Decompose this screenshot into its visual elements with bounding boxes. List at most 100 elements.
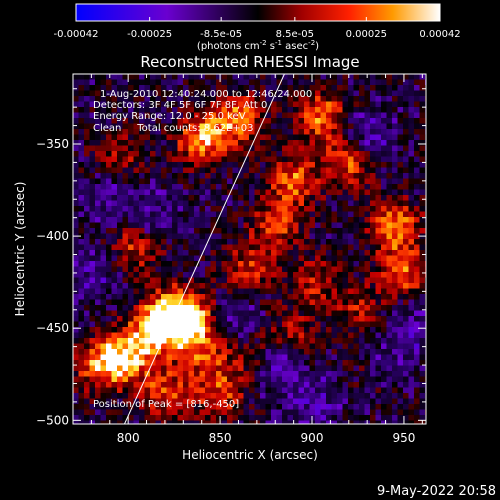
heatmap-cell — [282, 79, 289, 86]
heatmap-cell — [221, 244, 228, 251]
heatmap-cell — [183, 85, 190, 92]
heatmap-cell — [117, 239, 124, 246]
heatmap-cell — [271, 404, 278, 411]
heatmap-cell — [320, 134, 327, 141]
heatmap-cell — [276, 211, 283, 218]
heatmap-cell — [221, 332, 228, 339]
heatmap-cell — [106, 96, 113, 103]
heatmap-cell — [133, 398, 140, 405]
heatmap-cell — [348, 211, 355, 218]
heatmap-cell — [260, 90, 267, 97]
heatmap-cell — [381, 184, 388, 191]
heatmap-cell — [249, 250, 256, 257]
heatmap-cell — [161, 393, 168, 400]
heatmap-cell — [414, 200, 421, 207]
heatmap-cell — [348, 332, 355, 339]
heatmap-cell — [210, 310, 217, 317]
heatmap-cell — [276, 371, 283, 378]
heatmap-cell — [392, 382, 399, 389]
heatmap-cell — [337, 233, 344, 240]
heatmap-cell — [243, 85, 250, 92]
heatmap-cell — [73, 420, 80, 424]
heatmap-cell — [353, 393, 360, 400]
heatmap-cell — [276, 266, 283, 273]
heatmap-cell — [150, 294, 157, 301]
heatmap-cell — [331, 409, 338, 416]
heatmap-cell — [287, 283, 294, 290]
heatmap-cell — [183, 332, 190, 339]
heatmap-cell — [293, 90, 300, 97]
heatmap-cell — [381, 409, 388, 416]
heatmap-cell — [227, 85, 234, 92]
heatmap-cell — [403, 96, 410, 103]
heatmap-cell — [293, 195, 300, 202]
heatmap-cell — [249, 277, 256, 284]
heatmap-cell — [381, 112, 388, 119]
heatmap-cell — [249, 398, 256, 405]
heatmap-cell — [348, 217, 355, 224]
heatmap-cell — [337, 393, 344, 400]
heatmap-cell — [227, 261, 234, 268]
heatmap-cell — [117, 123, 124, 130]
heatmap-cell — [205, 327, 212, 334]
heatmap-cell — [238, 365, 245, 372]
heatmap-cell — [117, 79, 124, 86]
heatmap-cell — [309, 140, 316, 147]
heatmap-cell — [205, 310, 212, 317]
heatmap-cell — [84, 299, 91, 306]
heatmap-cell — [419, 211, 426, 218]
heatmap-cell — [276, 321, 283, 328]
heatmap-cell — [166, 387, 173, 394]
y-tick-label: −450 — [36, 321, 69, 335]
heatmap-cell — [408, 90, 415, 97]
heatmap-cell — [381, 173, 388, 180]
heatmap-cell — [403, 123, 410, 130]
heatmap-cell — [414, 107, 421, 114]
heatmap-cell — [359, 96, 366, 103]
heatmap-cell — [194, 343, 201, 350]
heatmap-cell — [144, 288, 151, 295]
heatmap-cell — [364, 239, 371, 246]
heatmap-cell — [221, 178, 228, 185]
heatmap-cell — [155, 112, 162, 119]
heatmap-cell — [243, 299, 250, 306]
heatmap-cell — [392, 288, 399, 295]
heatmap-cell — [188, 189, 195, 196]
heatmap-cell — [265, 244, 272, 251]
heatmap-cell — [111, 90, 118, 97]
colorbar-units: (photons cm-2 s-1 asec-2) — [197, 39, 319, 52]
heatmap-cell — [249, 382, 256, 389]
heatmap-cell — [205, 101, 212, 108]
heatmap-cell — [386, 123, 393, 130]
heatmap-cell — [309, 244, 316, 251]
heatmap-cell — [243, 79, 250, 86]
heatmap-cell — [419, 409, 426, 416]
heatmap-cell — [271, 112, 278, 119]
heatmap-cell — [183, 134, 190, 141]
heatmap-cell — [73, 167, 80, 174]
heatmap-cell — [188, 74, 195, 81]
heatmap-cell — [320, 217, 327, 224]
heatmap-cell — [282, 123, 289, 130]
heatmap-cell — [122, 96, 129, 103]
heatmap-cell — [139, 299, 146, 306]
heatmap-cell — [408, 101, 415, 108]
heatmap-cell — [133, 244, 140, 251]
heatmap-cell — [359, 101, 366, 108]
heatmap-cell — [205, 217, 212, 224]
heatmap-cell — [397, 382, 404, 389]
heatmap-cell — [342, 283, 349, 290]
heatmap-cell — [315, 167, 322, 174]
heatmap-cell — [337, 266, 344, 273]
heatmap-cell — [397, 255, 404, 262]
heatmap-cell — [199, 206, 206, 213]
heatmap-cell — [194, 239, 201, 246]
heatmap-cell — [276, 145, 283, 152]
heatmap-cell — [150, 250, 157, 257]
heatmap-cell — [183, 145, 190, 152]
heatmap-cell — [73, 162, 80, 169]
heatmap-cell — [386, 195, 393, 202]
heatmap-cell — [375, 74, 382, 81]
heatmap-cell — [254, 151, 261, 158]
heatmap-cell — [282, 107, 289, 114]
